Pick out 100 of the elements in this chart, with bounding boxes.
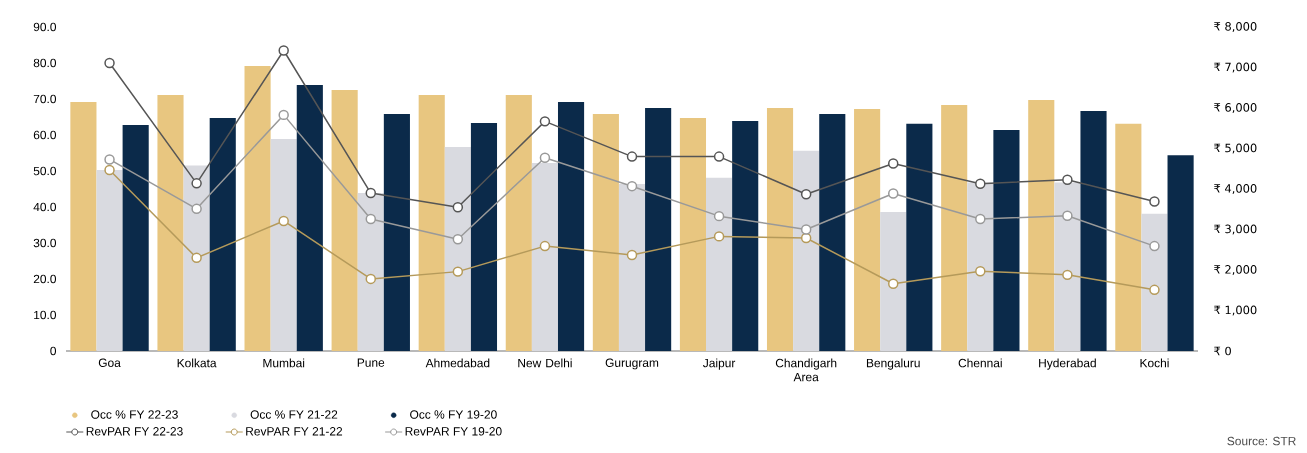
bar [1028, 100, 1055, 351]
y-tick-label: 80.0 [33, 58, 57, 68]
point [191, 252, 202, 264]
y-tick-label: 30.0 [33, 238, 57, 248]
x-tick-label: Gurugram [605, 358, 659, 370]
bar [296, 84, 323, 351]
point [278, 109, 289, 121]
y-tick-label: 70.0 [33, 94, 57, 104]
point [975, 265, 986, 277]
bar [679, 118, 707, 351]
bar [270, 138, 297, 351]
bar [183, 165, 210, 351]
legend-label: Occ % FY 19-20 [410, 410, 497, 419]
point [713, 231, 725, 242]
bar [96, 169, 123, 351]
bar [122, 124, 149, 351]
y2-tick-label: ₹ 4,000 [1214, 184, 1257, 194]
y2-tick-label: ₹ 5,000 [1214, 143, 1257, 154]
point [539, 152, 551, 164]
bar [766, 108, 794, 351]
point [365, 213, 376, 225]
bar [557, 101, 585, 351]
bar [418, 95, 445, 351]
point [191, 178, 202, 189]
point [104, 164, 115, 176]
x-tick-label: Ahmedabad [425, 358, 490, 368]
bar [592, 114, 619, 351]
x-tick-label: New Delhi [518, 358, 572, 368]
point [626, 180, 638, 192]
bar [444, 146, 471, 351]
point [104, 154, 115, 165]
bar [941, 105, 968, 351]
point [452, 266, 464, 277]
y-tick-label: 90.0 [33, 22, 57, 32]
y2-tick-label: ₹ 8,000 [1214, 22, 1257, 32]
point [1062, 269, 1073, 281]
bar [209, 118, 236, 351]
bar [732, 120, 759, 351]
y2-tick-label: ₹ 7,000 [1214, 62, 1257, 73]
x-tick-label: Jaipur [702, 358, 736, 370]
bar [993, 129, 1020, 351]
bar [645, 108, 672, 351]
bar [819, 114, 846, 351]
x-tick-label: Chennai [958, 358, 1002, 368]
point [191, 203, 202, 215]
bar [70, 101, 97, 351]
bar [880, 212, 907, 351]
source-note: Source: STR [1227, 436, 1296, 446]
y2-tick-label: ₹ 0 [1214, 346, 1231, 356]
point [365, 187, 376, 199]
bar [157, 95, 184, 351]
x-tick-label: Bengaluru [866, 358, 920, 370]
bar [531, 163, 558, 351]
legend-label: RevPAR FY 19-20 [405, 427, 502, 436]
point [1149, 284, 1160, 296]
bar [793, 150, 820, 351]
bar [383, 114, 410, 351]
bar [906, 123, 933, 351]
point [626, 249, 638, 261]
point [1149, 196, 1160, 207]
y-tick-label: 60.0 [33, 130, 57, 140]
bar [331, 90, 358, 351]
point [713, 210, 725, 222]
point [888, 278, 899, 289]
bar [706, 177, 733, 351]
point [365, 273, 376, 285]
point [539, 116, 551, 127]
point [452, 233, 464, 245]
point [1149, 240, 1160, 252]
point [626, 151, 638, 162]
bar [1054, 182, 1081, 351]
bar [357, 192, 384, 351]
legend-label: Occ % FY 21-22 [250, 410, 338, 419]
y-tick-label: 10.0 [34, 310, 57, 320]
point [278, 215, 289, 227]
point [104, 57, 115, 69]
y-tick-label: 20.0 [33, 274, 57, 284]
y2-tick-label: ₹ 3,000 [1214, 224, 1257, 235]
bar [244, 65, 271, 351]
point [1062, 210, 1073, 221]
bar [854, 109, 881, 351]
point [539, 240, 551, 252]
y-tick-label: 0 [50, 346, 57, 356]
bar [618, 183, 646, 351]
point [975, 178, 986, 189]
bar [470, 123, 498, 351]
x-tick-label: Goa [98, 358, 121, 367]
x-tick-label: Hyderabad [1039, 358, 1096, 370]
point [713, 151, 725, 162]
point [888, 158, 899, 169]
y-tick-label: 50.0 [33, 166, 57, 176]
y2-tick-label: ₹ 1,000 [1214, 305, 1257, 316]
point [1062, 174, 1073, 185]
x-tick-label: Mumbai [263, 358, 305, 368]
point [278, 45, 289, 56]
y-tick-label: 40.0 [33, 202, 57, 212]
legend-label: RevPAR FY 22-23 [86, 427, 183, 436]
bar [1167, 155, 1194, 351]
point [888, 188, 899, 199]
legend-label: Occ % FY 22-23 [91, 410, 178, 419]
